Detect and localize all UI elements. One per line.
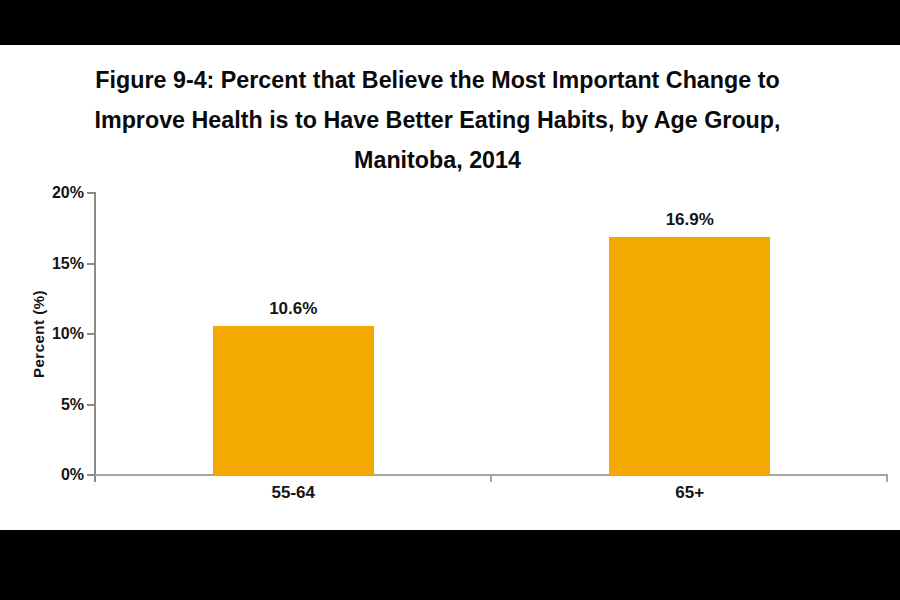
bar-65+ (609, 237, 770, 475)
x-axis-tick-2 (886, 475, 888, 482)
letterbox-top-band (0, 0, 900, 45)
y-axis-line (94, 192, 96, 482)
y-axis-tick-0% (87, 474, 95, 476)
y-axis-tick-label-5%: 5% (24, 395, 84, 415)
y-axis-tick-label-10%: 10% (24, 324, 84, 344)
letterbox-bottom-band (0, 530, 900, 600)
chart-title-line-1: Figure 9-4: Percent that Believe the Mos… (13, 60, 862, 100)
x-category-label-55-64: 55-64 (223, 483, 363, 503)
y-axis-tick-label-20%: 20% (24, 183, 84, 203)
y-axis-tick-15% (87, 263, 95, 265)
y-axis-tick-10% (87, 333, 95, 335)
chart-page: { "title": { "lines": [ "Figure 9-4: Per… (0, 0, 900, 600)
x-category-label-65+: 65+ (620, 483, 760, 503)
chart-title-line-2: Improve Health is to Have Better Eating … (13, 100, 862, 140)
chart-title-line-3: Manitoba, 2014 (13, 140, 862, 180)
x-axis-tick-1 (490, 475, 492, 482)
bar-55-64 (213, 326, 374, 475)
chart-title: Figure 9-4: Percent that Believe the Mos… (13, 60, 862, 180)
y-axis-tick-5% (87, 404, 95, 406)
y-axis-tick-label-0%: 0% (24, 465, 84, 485)
y-axis-tick-label-15%: 15% (24, 254, 84, 274)
bar-value-label-55-64: 10.6% (223, 299, 363, 319)
bar-value-label-65+: 16.9% (620, 210, 760, 230)
y-axis-tick-20% (87, 192, 95, 194)
